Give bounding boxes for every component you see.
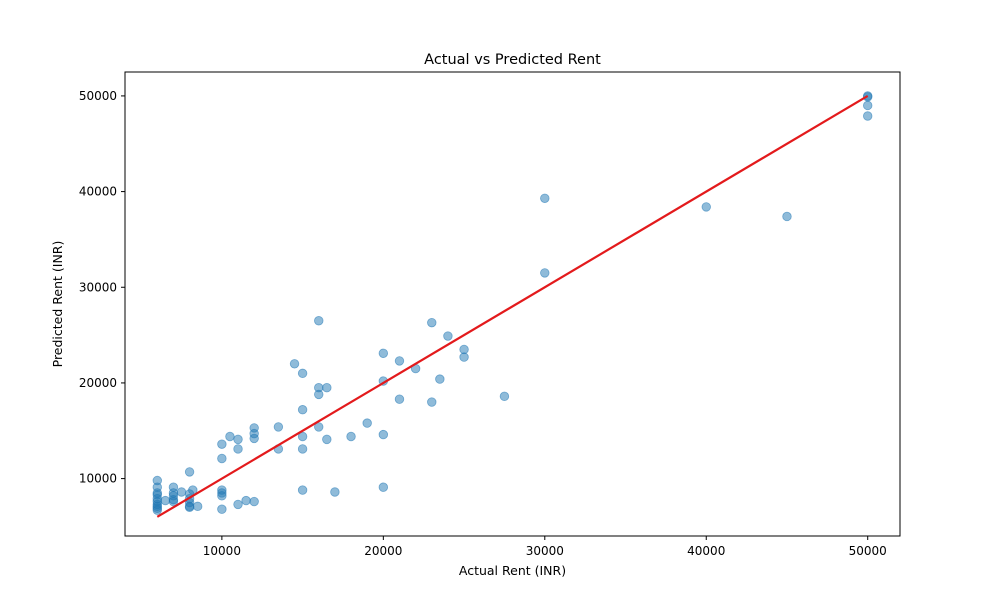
x-tick-label: 50000 (849, 544, 887, 558)
data-point (188, 485, 198, 495)
data-point (176, 487, 187, 497)
data-point (217, 439, 227, 449)
y-tick-label: 20000 (79, 376, 117, 390)
data-point (297, 485, 308, 495)
data-point (427, 317, 437, 328)
data-point (249, 496, 259, 507)
data-point (217, 453, 227, 464)
data-point (314, 389, 324, 400)
data-point (378, 348, 389, 358)
data-point (168, 496, 179, 507)
data-point (346, 431, 356, 442)
data-point (297, 368, 308, 379)
data-point (241, 495, 251, 506)
data-point (233, 444, 243, 454)
reference-line (156, 94, 869, 518)
plot-frame (124, 71, 901, 537)
data-point (427, 397, 437, 407)
data-point (540, 268, 550, 278)
data-point (322, 383, 332, 393)
data-point (192, 501, 203, 512)
data-point (863, 111, 873, 121)
data-point (184, 502, 195, 512)
points-layer (152, 91, 873, 515)
data-point (152, 505, 162, 515)
y-tick-label: 50000 (79, 89, 117, 103)
data-point (782, 211, 792, 222)
data-point (249, 433, 259, 444)
data-point (184, 467, 195, 477)
data-point (378, 482, 389, 492)
data-point (217, 504, 227, 514)
data-point (394, 394, 405, 404)
x-axis-label: Actual Rent (INR) (459, 563, 566, 578)
data-point (297, 405, 308, 415)
data-point (435, 374, 445, 384)
y-axis-ticks: 10000 20000 30000 40000 50000 (79, 89, 125, 486)
y-tick-label: 40000 (79, 185, 117, 199)
data-point (863, 100, 873, 111)
data-point (217, 491, 227, 501)
data-point (233, 499, 243, 510)
data-point (443, 331, 453, 341)
data-point (459, 352, 469, 362)
data-point (540, 193, 550, 203)
chart-title: Actual vs Predicted Rent (424, 52, 601, 68)
y-tick-label: 10000 (79, 472, 117, 486)
reference-line-layer (156, 94, 869, 518)
x-tick-label: 40000 (687, 544, 725, 558)
data-point (701, 202, 711, 212)
x-tick-label: 10000 (203, 544, 241, 558)
data-point (322, 434, 332, 445)
data-point (233, 434, 243, 445)
data-point (499, 391, 510, 402)
x-tick-label: 30000 (526, 544, 564, 558)
y-axis-label: Predicted Rent (INR) (50, 241, 65, 368)
data-point (289, 359, 300, 369)
x-axis-ticks: 10000 20000 30000 40000 50000 (203, 536, 887, 558)
data-point (330, 487, 340, 497)
data-point (362, 418, 372, 428)
y-tick-label: 30000 (79, 280, 117, 294)
data-point (297, 444, 308, 454)
data-point (314, 316, 324, 326)
data-point (378, 429, 389, 440)
data-point (225, 431, 235, 442)
x-tick-label: 20000 (364, 544, 402, 558)
data-point (394, 356, 405, 366)
data-point (314, 422, 324, 432)
data-point (160, 495, 171, 506)
data-point (297, 431, 308, 442)
data-point (273, 422, 284, 432)
